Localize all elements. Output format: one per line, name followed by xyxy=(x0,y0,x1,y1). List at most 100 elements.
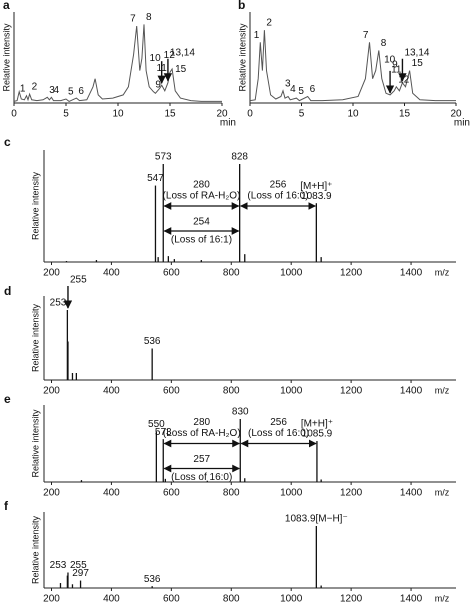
peak-label: 6 xyxy=(78,86,84,97)
peak-label: 15 xyxy=(175,64,187,75)
peak-label: 297 xyxy=(72,568,89,579)
x-tick-label: 20 xyxy=(450,109,462,120)
peak-label: 1085.9 xyxy=(302,429,333,440)
peak-label: 5 xyxy=(298,86,304,97)
interval-note: (Loss of 16:0) xyxy=(171,472,232,483)
x-axis-label: min xyxy=(454,118,470,129)
x-axis-label: m/z xyxy=(435,487,450,497)
x-tick-label: 1200 xyxy=(340,268,363,279)
interval-note: (Loss of RA-H₂O) xyxy=(163,428,241,439)
y-axis-label: Relative intensity xyxy=(237,23,247,92)
peak-label: 11 xyxy=(156,63,167,74)
x-tick-label: 1400 xyxy=(400,594,423,605)
x-tick-label: 0 xyxy=(11,109,17,120)
y-axis-label: Relative intensity xyxy=(30,303,40,372)
x-tick-label: 10 xyxy=(112,109,124,120)
peak-label: [M+H]⁺ xyxy=(300,181,332,192)
interval-note: (Loss of 16:0) xyxy=(248,428,309,439)
peak-label: 830 xyxy=(232,407,249,418)
x-tick-label: 10 xyxy=(347,109,359,120)
interval-note: (Loss of 16:1) xyxy=(171,235,232,246)
x-tick-label: 600 xyxy=(163,386,180,397)
x-tick-label: 15 xyxy=(399,109,411,120)
x-tick-label: 1200 xyxy=(340,488,363,499)
panel-label: b xyxy=(238,0,245,12)
interval-label: 280 xyxy=(193,417,210,428)
peak-label: 1083.9[M−H]⁻ xyxy=(285,514,348,525)
peak-label: 5 xyxy=(68,87,74,98)
peak-label: 573 xyxy=(155,152,172,163)
peak-label: [M+H]⁺ xyxy=(301,419,333,430)
peak-label: 253 xyxy=(50,298,67,309)
x-axis-label: m/z xyxy=(435,593,450,603)
peak-label: 536 xyxy=(144,336,161,347)
peak-label: 255 xyxy=(70,275,87,286)
x-tick-label: 400 xyxy=(103,386,120,397)
peak-label: 15 xyxy=(412,58,424,69)
peak-label: 9 xyxy=(392,60,398,71)
x-tick-label: 600 xyxy=(163,268,180,279)
x-axis-label: m/z xyxy=(435,385,450,395)
x-axis-label: min xyxy=(220,118,236,129)
x-tick-label: 800 xyxy=(223,268,240,279)
interval-note: (Loss of 16:0) xyxy=(247,191,308,202)
y-axis-label: Relative intensity xyxy=(1,23,11,92)
y-axis-label: Relative intensity xyxy=(30,409,40,478)
peak-label: 6 xyxy=(310,84,316,95)
x-tick-label: 1400 xyxy=(400,386,423,397)
peak-label: 4 xyxy=(53,85,59,96)
peak-label: 12 xyxy=(398,74,410,85)
x-tick-label: 800 xyxy=(223,488,240,499)
trace xyxy=(13,24,222,102)
peak-label: 536 xyxy=(144,574,161,585)
x-tick-label: 15 xyxy=(164,109,176,120)
x-tick-label: 600 xyxy=(163,594,180,605)
x-tick-label: 200 xyxy=(43,386,60,397)
x-tick-label: 400 xyxy=(103,594,120,605)
x-tick-label: 1200 xyxy=(340,594,363,605)
x-tick-label: 0 xyxy=(247,109,253,120)
x-tick-label: 1000 xyxy=(280,386,303,397)
peak-label: 10 xyxy=(384,54,396,65)
peak-label: 12 xyxy=(164,50,176,61)
x-tick-label: 20 xyxy=(216,109,228,120)
peak-label: 3 xyxy=(285,78,291,89)
peak-label: 8 xyxy=(146,12,152,23)
peak-label: 10 xyxy=(150,53,162,64)
peak-label: 11 xyxy=(391,64,402,75)
peak-label: 9 xyxy=(155,79,161,90)
y-axis-label: Relative intensity xyxy=(30,515,40,584)
peak-label: 573 xyxy=(155,427,172,438)
peak-label: 2 xyxy=(266,18,272,29)
x-tick-label: 1400 xyxy=(400,488,423,499)
x-tick-label: 1000 xyxy=(280,488,303,499)
x-tick-label: 5 xyxy=(299,109,305,120)
peak-label: 13,14 xyxy=(170,47,195,58)
x-tick-label: 200 xyxy=(43,594,60,605)
peak-label: 4 xyxy=(290,84,296,95)
peak-label: 1083.9 xyxy=(301,191,332,202)
peak-label: 547 xyxy=(147,173,164,184)
interval-label: 254 xyxy=(193,217,210,228)
peak-label: 1 xyxy=(254,30,260,41)
panel-label: d xyxy=(4,284,11,298)
x-tick-label: 600 xyxy=(163,488,180,499)
peak-label: 7 xyxy=(363,30,369,41)
peak-label: 255 xyxy=(70,560,87,571)
peak-label: 550 xyxy=(148,419,165,430)
x-tick-label: 800 xyxy=(223,594,240,605)
x-tick-label: 200 xyxy=(43,268,60,279)
y-axis-label: Relative intensity xyxy=(30,171,40,240)
peak-label: 8 xyxy=(381,38,387,49)
interval-label: 280 xyxy=(193,180,210,191)
x-tick-label: 400 xyxy=(103,488,120,499)
x-tick-label: 5 xyxy=(63,109,69,120)
x-tick-label: 400 xyxy=(103,268,120,279)
peak-label: 7 xyxy=(130,14,136,25)
x-tick-label: 1000 xyxy=(280,594,303,605)
x-tick-label: 1400 xyxy=(400,268,423,279)
x-tick-label: 1000 xyxy=(280,268,303,279)
peak-label: 253 xyxy=(50,560,67,571)
x-tick-label: 1200 xyxy=(340,386,363,397)
panel-label: e xyxy=(4,392,11,406)
